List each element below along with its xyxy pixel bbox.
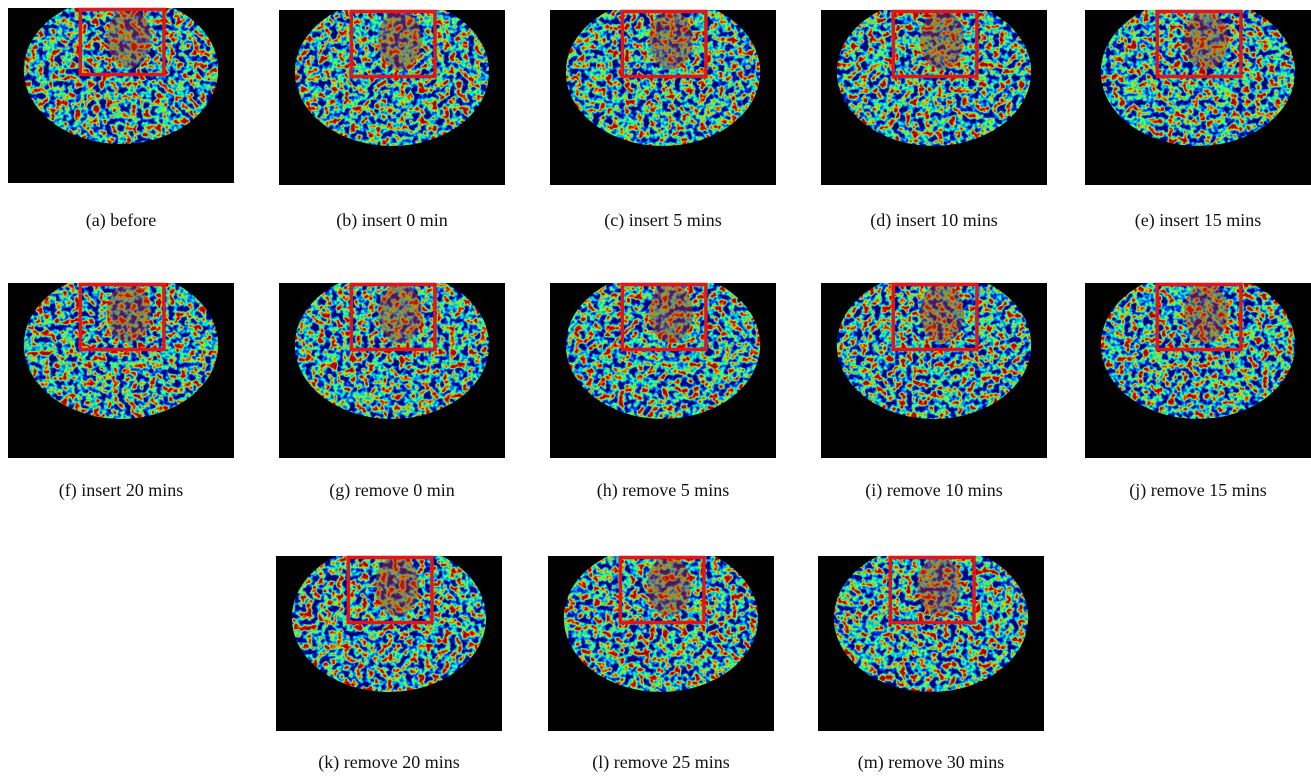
hot-region xyxy=(378,283,422,343)
hot-region xyxy=(107,8,151,68)
hot-region xyxy=(107,283,151,343)
subfigure-caption: (g) remove 0 min xyxy=(329,480,454,501)
subfigure-image xyxy=(550,283,776,458)
hot-region xyxy=(378,10,422,70)
figure: (a) before (b) insert 0 min (c) insert 5 m… xyxy=(0,0,1311,782)
subfigure-caption: (m) remove 30 mins xyxy=(858,752,1004,773)
subfigure-caption: (j) remove 15 mins xyxy=(1129,480,1266,501)
subfigure-caption: (i) remove 10 mins xyxy=(865,480,1002,501)
subfigure-image xyxy=(279,10,505,185)
subfigure-image xyxy=(548,556,774,731)
subfigure-image xyxy=(821,283,1047,458)
subfigure-image xyxy=(821,10,1047,185)
subfigure-image xyxy=(1085,283,1311,458)
hot-region xyxy=(917,556,961,616)
hot-region xyxy=(647,556,691,616)
hot-region xyxy=(375,556,419,616)
subfigure-caption: (k) remove 20 mins xyxy=(318,752,459,773)
hot-region xyxy=(1184,10,1228,70)
subfigure-image xyxy=(8,283,234,458)
subfigure-image xyxy=(276,556,502,731)
subfigure-caption: (b) insert 0 min xyxy=(336,210,447,231)
hot-region xyxy=(920,10,964,70)
subfigure-caption: (e) insert 15 mins xyxy=(1135,210,1261,231)
subfigure-image xyxy=(1085,10,1311,185)
subfigure-caption: (c) insert 5 mins xyxy=(604,210,721,231)
hot-region xyxy=(1184,283,1228,343)
hot-region xyxy=(649,283,693,343)
subfigure-image xyxy=(818,556,1044,731)
subfigure-image xyxy=(8,8,234,183)
hot-region xyxy=(920,283,964,343)
subfigure-caption: (h) remove 5 mins xyxy=(597,480,729,501)
subfigure-caption: (d) insert 10 mins xyxy=(870,210,998,231)
subfigure-caption: (a) before xyxy=(86,210,156,231)
subfigure-caption: (l) remove 25 mins xyxy=(592,752,729,773)
subfigure-image xyxy=(550,10,776,185)
subfigure-image xyxy=(279,283,505,458)
hot-region xyxy=(649,10,693,70)
subfigure-caption: (f) insert 20 mins xyxy=(59,480,183,501)
